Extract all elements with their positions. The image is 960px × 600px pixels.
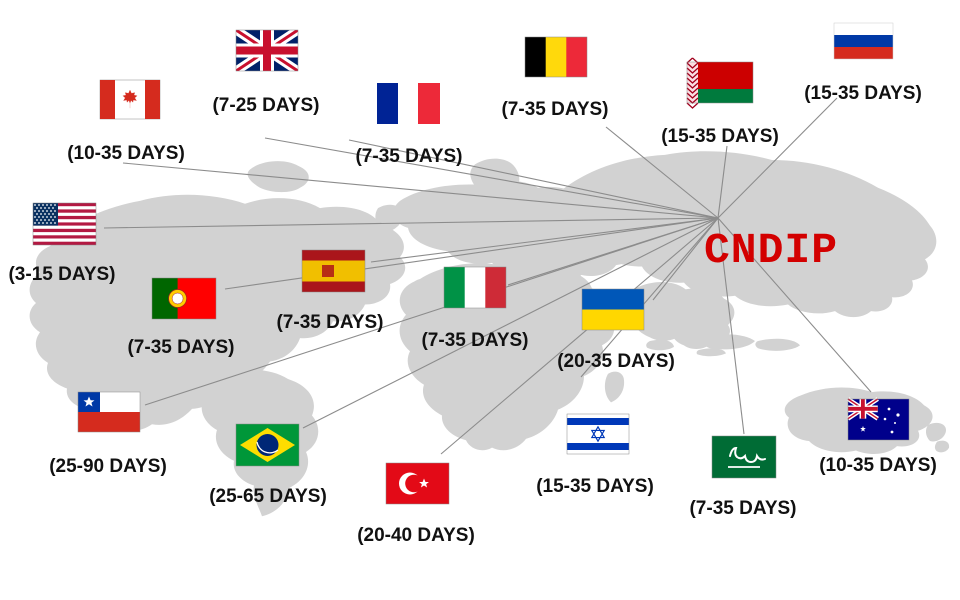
svg-text:(20-35 DAYS): (20-35 DAYS) [557,351,675,372]
svg-text:(7-35 DAYS): (7-35 DAYS) [501,99,608,120]
svg-text:(15-35 DAYS): (15-35 DAYS) [804,83,922,104]
svg-text:(7-35 DAYS): (7-35 DAYS) [276,312,383,333]
svg-text:(15-35 DAYS): (15-35 DAYS) [536,476,654,497]
svg-text:(7-35 DAYS): (7-35 DAYS) [355,146,462,167]
svg-text:(7-35 DAYS): (7-35 DAYS) [689,498,796,519]
svg-text:(7-25 DAYS): (7-25 DAYS) [212,95,319,116]
svg-text:CNDIP: CNDIP [704,226,838,275]
svg-text:(7-35 DAYS): (7-35 DAYS) [421,330,528,351]
svg-text:(10-35 DAYS): (10-35 DAYS) [819,455,937,476]
svg-text:(20-40 DAYS): (20-40 DAYS) [357,525,475,546]
svg-text:(10-35 DAYS): (10-35 DAYS) [67,143,185,164]
svg-text:(3-15 DAYS): (3-15 DAYS) [8,264,115,285]
svg-text:(15-35 DAYS): (15-35 DAYS) [661,126,779,147]
svg-text:(25-90 DAYS): (25-90 DAYS) [49,456,167,477]
svg-text:(7-35 DAYS): (7-35 DAYS) [127,337,234,358]
svg-text:(25-65 DAYS): (25-65 DAYS) [209,486,327,507]
